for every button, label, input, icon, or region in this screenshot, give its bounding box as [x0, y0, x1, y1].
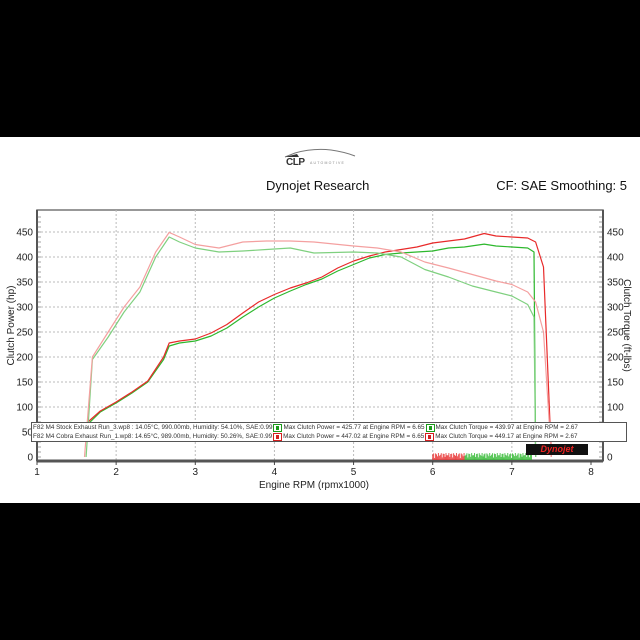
dyno-chart: 0050501001001501502002002502503003003503… [6, 209, 632, 491]
svg-text:6: 6 [430, 467, 436, 478]
svg-text:250: 250 [607, 328, 624, 339]
svg-text:3: 3 [193, 467, 199, 478]
green-swatch-icon [425, 424, 435, 432]
svg-text:250: 250 [16, 328, 33, 339]
legend-row-cobra: F82 M4 Cobra Exhaust Run_1.wp8: 14.65°C,… [32, 432, 626, 441]
series-line-0 [85, 243, 537, 458]
green-swatch-icon [273, 424, 283, 432]
series-line-3 [83, 231, 552, 458]
series-line-2 [85, 236, 537, 458]
svg-text:0: 0 [607, 453, 613, 464]
car-silhouette-icon [284, 148, 356, 158]
legend-max-power: Max Clutch Power = 425.77 at Engine RPM … [283, 424, 425, 431]
dynojet-logo: Dynojet [526, 444, 588, 455]
svg-text:100: 100 [607, 403, 624, 414]
legend-run-info: F82 M4 Stock Exhaust Run_3.wp8 : 14.05°C… [33, 424, 273, 431]
y-axis-label: Clutch Power (hp) [6, 285, 17, 365]
x-axis-label: Engine RPM (rpmx1000) [259, 480, 369, 491]
legend-max-torque: Max Clutch Torque = 449.17 at Engine RPM… [435, 433, 578, 440]
red-swatch-icon [273, 433, 283, 441]
svg-text:350: 350 [607, 278, 624, 289]
run-legend: F82 M4 Stock Exhaust Run_3.wp8 : 14.05°C… [31, 422, 627, 442]
series-line-1 [84, 232, 552, 458]
logo-subtext: AUTOMOTIVE [310, 161, 346, 165]
svg-text:450: 450 [607, 228, 624, 239]
svg-text:1: 1 [34, 467, 40, 478]
clp-automotive-logo: CLP AUTOMOTIVE [283, 146, 358, 168]
svg-text:8: 8 [588, 467, 594, 478]
legend-max-torque: Max Clutch Torque = 439.97 at Engine RPM… [435, 424, 578, 431]
svg-text:300: 300 [607, 303, 624, 314]
logo-text: CLP [286, 157, 305, 168]
red-swatch-icon [425, 433, 435, 441]
svg-text:50: 50 [22, 428, 34, 439]
correction-factor-label: CF: SAE Smoothing: 5 [496, 178, 627, 193]
svg-text:7: 7 [509, 467, 515, 478]
svg-text:400: 400 [16, 253, 33, 264]
svg-text:5: 5 [351, 467, 357, 478]
chart-title: Dynojet Research [266, 178, 370, 193]
svg-text:450: 450 [16, 228, 33, 239]
plot-frame [36, 209, 604, 462]
svg-text:200: 200 [607, 353, 624, 364]
svg-text:300: 300 [16, 303, 33, 314]
y-axis-right-label: Clutch Torque (ft-lbs) [621, 279, 632, 372]
dyno-report-panel: CLP AUTOMOTIVE Dynojet Research CF: SAE … [0, 137, 640, 503]
legend-max-power: Max Clutch Power = 447.02 at Engine RPM … [283, 433, 425, 440]
svg-text:400: 400 [607, 253, 624, 264]
svg-text:4: 4 [272, 467, 278, 478]
svg-text:200: 200 [16, 353, 33, 364]
svg-text:2: 2 [113, 467, 119, 478]
legend-row-stock: F82 M4 Stock Exhaust Run_3.wp8 : 14.05°C… [32, 423, 626, 432]
svg-text:0: 0 [27, 453, 33, 464]
legend-run-info: F82 M4 Cobra Exhaust Run_1.wp8: 14.65°C,… [33, 433, 273, 440]
svg-text:150: 150 [607, 378, 624, 389]
svg-text:150: 150 [16, 378, 33, 389]
svg-text:100: 100 [16, 403, 33, 414]
svg-text:350: 350 [16, 278, 33, 289]
